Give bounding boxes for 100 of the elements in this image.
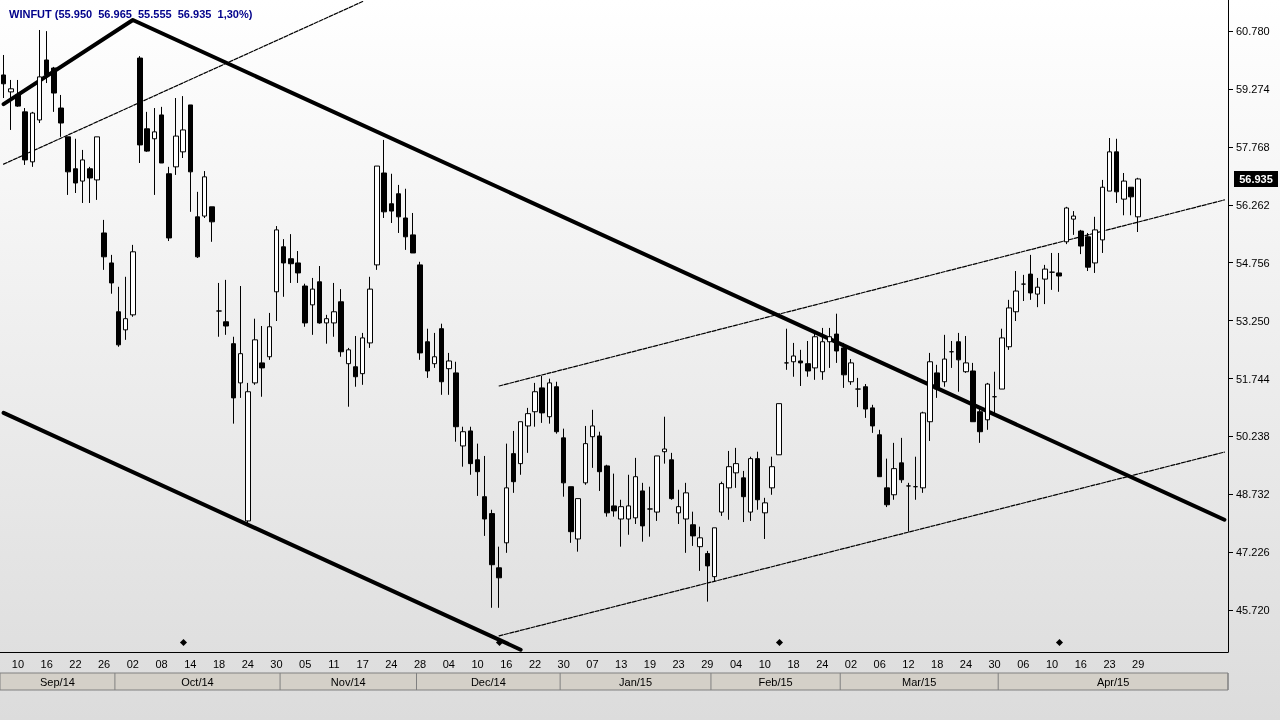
x-tick-label: 22	[528, 657, 542, 670]
x-tick-label: 29	[1132, 657, 1145, 670]
candlestick	[489, 509, 495, 609]
text: Sep/14	[40, 675, 75, 688]
x-tick-label: 18	[931, 657, 944, 670]
candlestick	[762, 497, 768, 540]
candlestick	[324, 314, 329, 345]
candlestick	[769, 456, 775, 496]
candlestick	[719, 481, 724, 517]
candlestick	[8, 79, 14, 131]
candlestick	[496, 546, 502, 609]
candlestick	[504, 443, 509, 554]
text: Dec/14	[470, 675, 506, 688]
candlestick	[1042, 264, 1048, 305]
candlestick	[712, 527, 717, 583]
candlestick	[676, 489, 681, 525]
y-tick-label: 57.768	[1236, 140, 1270, 153]
candlestick	[863, 383, 868, 419]
candlestick	[216, 282, 222, 338]
x-tick-label: 30	[557, 657, 570, 670]
x-tick-label: 16	[500, 657, 513, 670]
candlestick	[870, 404, 875, 434]
x-tick-label: 02	[126, 657, 139, 670]
x-tick-label: 30	[270, 657, 283, 670]
candlestick	[583, 425, 588, 486]
candlestick	[417, 261, 423, 361]
candlestick	[195, 191, 200, 259]
candlestick	[310, 277, 315, 336]
y-tick-label: 45.720	[1236, 604, 1270, 617]
y-tick-label: 60.780	[1236, 25, 1270, 38]
y-tick-label: 51.744	[1236, 372, 1270, 385]
y-tick-label: 54.756	[1236, 256, 1270, 269]
candlestick	[942, 334, 947, 388]
candlestick	[913, 456, 918, 501]
candlestick	[152, 107, 157, 196]
candlestick	[267, 312, 272, 361]
candlestick	[302, 283, 308, 328]
x-tick-label: 08	[155, 657, 168, 670]
candlestick	[992, 371, 997, 416]
candlestick	[906, 482, 911, 533]
y-tick-label: 47.226	[1236, 546, 1270, 559]
text: Feb/15	[758, 675, 793, 688]
candlestick	[784, 328, 789, 371]
x-tick-label: 10	[11, 657, 25, 670]
candlestick	[346, 347, 351, 408]
y-tick-label: 59.274	[1236, 83, 1270, 96]
x-tick-label: 14	[184, 657, 197, 670]
x-tick-label: 13	[615, 657, 628, 670]
candlestick	[410, 212, 416, 254]
candlestick	[985, 382, 990, 431]
y-tick-label: 53.250	[1236, 314, 1270, 327]
candlestick	[697, 526, 703, 572]
x-tick-label: 04	[729, 657, 743, 670]
x-tick-label: 10	[1045, 657, 1059, 670]
candlestick	[360, 332, 365, 386]
candlestick	[223, 279, 229, 336]
candlestick	[791, 342, 796, 378]
candlestick	[80, 149, 85, 204]
candlestick	[166, 166, 172, 242]
x-tick-label: 22	[69, 657, 82, 670]
candlestick	[446, 352, 452, 396]
candlestick	[238, 285, 243, 399]
candlestick	[626, 474, 631, 536]
x-tick-label: 16	[1074, 657, 1087, 670]
x-tick-label: 23	[672, 657, 685, 670]
candlestick	[877, 429, 882, 478]
candlestick	[453, 361, 459, 443]
candlestick	[547, 378, 552, 425]
candlestick	[1071, 210, 1076, 236]
candlestick	[518, 421, 523, 476]
text: WINFUT (55.950 56.965 55.555 56.935 1,30%)	[9, 7, 253, 20]
x-tick-label: 24	[241, 657, 254, 670]
y-tick-label: 48.732	[1236, 488, 1270, 501]
candlestick	[525, 407, 531, 454]
candlestick	[776, 403, 782, 456]
x-tick-label: 18	[787, 657, 800, 670]
candlestick	[683, 482, 689, 554]
x-tick-label: 06	[1017, 657, 1030, 670]
candlestick	[159, 106, 164, 164]
candlestick	[274, 225, 279, 322]
x-tick-label: 30	[988, 657, 1001, 670]
x-tick-label: 17	[356, 657, 369, 670]
text: Oct/14	[181, 675, 214, 688]
x-tick-label: 11	[328, 657, 340, 670]
x-tick-label: 26	[98, 657, 111, 670]
candlestick	[748, 456, 753, 522]
candlestick	[15, 79, 21, 108]
x-tick-label: 18	[212, 657, 226, 670]
x-tick-label: 04	[442, 657, 455, 670]
candlestick	[37, 29, 42, 124]
y-tick-label: 50.238	[1236, 430, 1270, 443]
x-tick-label: 06	[873, 657, 886, 670]
text: Jan/15	[619, 675, 653, 688]
x-tick-label: 23	[1103, 657, 1116, 670]
candlestick	[432, 332, 437, 369]
x-tick-label: 24	[959, 657, 973, 670]
candlestick	[1035, 277, 1040, 308]
candlestick	[1064, 206, 1069, 245]
candlestick	[58, 94, 64, 138]
text: 56.935	[1239, 172, 1273, 185]
